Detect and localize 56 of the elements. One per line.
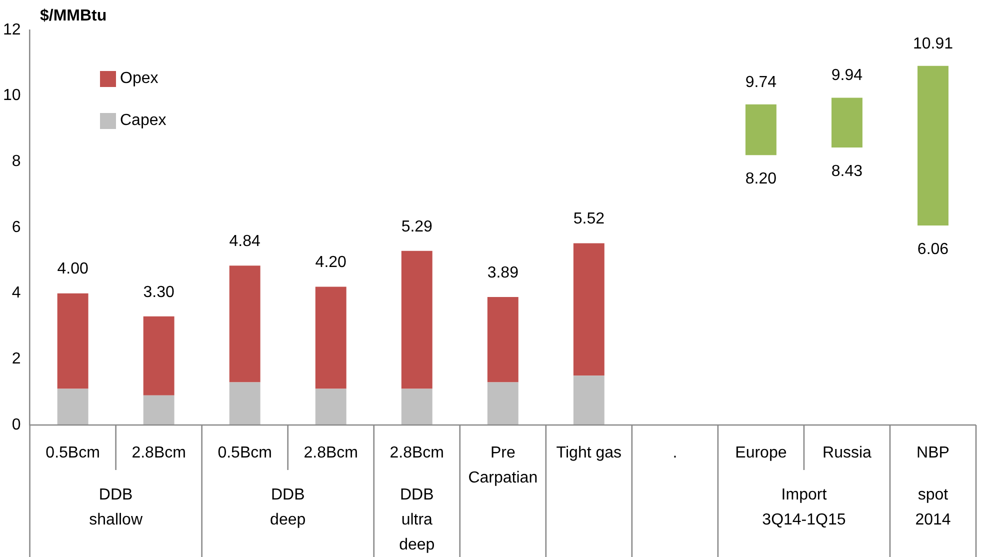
y-tick-label: 2 [12,350,21,368]
y-tick-label: 4 [12,284,21,302]
x-tick-label: NBP [916,444,950,462]
y-tick-label: 0 [12,416,21,434]
total-label: 5.52 [573,210,605,228]
bar [315,388,346,425]
annotation: 8.20 [745,170,777,188]
text: DDB deep [270,486,306,528]
annotation: 6.06 [917,240,949,258]
text: spot 2014 [915,486,951,528]
bar [143,395,174,425]
bar [57,388,88,425]
total-label: 4.20 [315,254,347,272]
total-label: 4.84 [229,233,261,250]
legend-label: Opex [120,70,158,88]
text: Import 3Q14-1Q15 [762,486,846,528]
x-tick-label: Europe [735,444,787,462]
bar [918,66,948,226]
y-tick-label: 10 [3,87,21,104]
bar [573,376,604,425]
y-tick-label: 12 [3,21,21,38]
bar [229,266,260,382]
annotation: 10.91 [912,35,954,52]
x-tick-label: Tight gas [556,444,622,462]
x-tick-label: 2.8Bcm [390,444,444,462]
annotation: 9.94 [831,67,863,84]
text: DDB ultra deep [399,486,435,554]
bar [831,98,862,148]
x-tick-label: 0.5Bcm [218,444,272,462]
bar [401,250,432,389]
bar [487,382,518,425]
bar [229,382,260,425]
total-label: 4.00 [57,260,88,278]
bar [573,243,604,376]
x-tick-label: 2.8Bcm [304,444,358,462]
bar [487,296,518,382]
bar [401,388,432,425]
y-tick-label: 8 [12,153,21,170]
text: DDB shallow [89,486,143,528]
bar [57,293,88,389]
total-label: 5.29 [401,218,433,236]
x-tick-label: 0.5Bcm [46,444,100,462]
x-tick-label: Pre Carpatian [468,444,538,486]
bar [315,286,346,389]
legend-label: Capex [120,112,166,130]
total-label: 3.30 [143,284,174,301]
annotation: 8.43 [831,162,863,180]
total-label: 3.89 [487,264,519,282]
annotation: 9.74 [745,74,777,91]
x-tick-label: 2.8Bcm [132,444,186,462]
x-tick-label: . [672,444,678,462]
y-tick-label: 6 [12,218,21,236]
bar [745,104,776,156]
y-axis-title: $/MMBtu [40,7,107,24]
bar [143,316,174,396]
x-tick-label: Russia [822,444,872,462]
